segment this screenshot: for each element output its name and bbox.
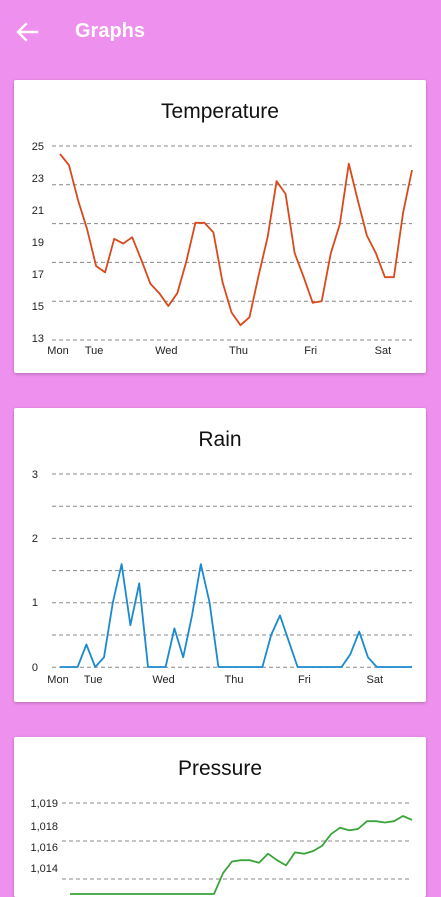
page-title: Graphs bbox=[75, 20, 146, 42]
pressure-chart: 1,019 1,018 1,016 1,014 bbox=[30, 798, 413, 895]
chart-title: Pressure bbox=[177, 757, 263, 780]
x-tick-label: Thu bbox=[225, 674, 244, 686]
y-tick-label: 1,016 bbox=[30, 842, 58, 854]
x-tick-label: Mon bbox=[47, 345, 68, 357]
x-tick-label: Fri bbox=[298, 674, 311, 686]
y-tick-label: 17 bbox=[32, 269, 44, 281]
rain-chart-card: Rain 3 2 1 0 Mon Tue Wed Thu Fri Sat bbox=[14, 408, 426, 702]
x-tick-label: Wed bbox=[155, 345, 177, 357]
app-bar: Graphs bbox=[0, 0, 441, 64]
y-tick-label: 3 bbox=[32, 469, 38, 481]
x-tick-label: Wed bbox=[152, 674, 174, 686]
y-tick-label: 25 bbox=[32, 141, 44, 153]
x-tick-label: Tue bbox=[85, 345, 104, 357]
x-tick-label: Fri bbox=[304, 345, 317, 357]
series-line bbox=[60, 563, 412, 668]
x-tick-label: Tue bbox=[84, 674, 103, 686]
series-line bbox=[59, 153, 413, 327]
y-tick-label: 1,019 bbox=[30, 798, 58, 810]
y-tick-label: 1,014 bbox=[30, 863, 58, 875]
y-tick-label: 0 bbox=[32, 662, 38, 674]
y-tick-label: 13 bbox=[32, 333, 44, 345]
y-tick-label: 15 bbox=[32, 301, 44, 313]
chart-title: Temperature bbox=[161, 100, 279, 123]
x-tick-label: Mon bbox=[47, 674, 68, 686]
y-tick-label: 21 bbox=[32, 205, 44, 217]
rain-chart: 3 2 1 0 Mon Tue Wed Thu Fri Sat bbox=[32, 469, 412, 686]
arrow-left-icon[interactable] bbox=[14, 20, 40, 44]
y-tick-label: 1 bbox=[32, 597, 38, 609]
temperature-chart-card: Temperature 25 23 21 19 17 15 13 Mon Tue Wed Thu Fr… bbox=[14, 80, 426, 373]
chart-title: Rain bbox=[198, 428, 242, 451]
y-tick-label: 1,018 bbox=[30, 821, 58, 833]
series-line bbox=[70, 815, 413, 895]
pressure-chart-card: Pressure 1,019 1,018 1,016 1,014 bbox=[14, 737, 426, 897]
y-tick-label: 23 bbox=[32, 173, 44, 185]
x-tick-label: Thu bbox=[229, 345, 248, 357]
y-tick-label: 2 bbox=[32, 533, 38, 545]
x-tick-label: Sat bbox=[375, 345, 392, 357]
x-tick-label: Sat bbox=[367, 674, 384, 686]
y-tick-label: 19 bbox=[32, 237, 44, 249]
